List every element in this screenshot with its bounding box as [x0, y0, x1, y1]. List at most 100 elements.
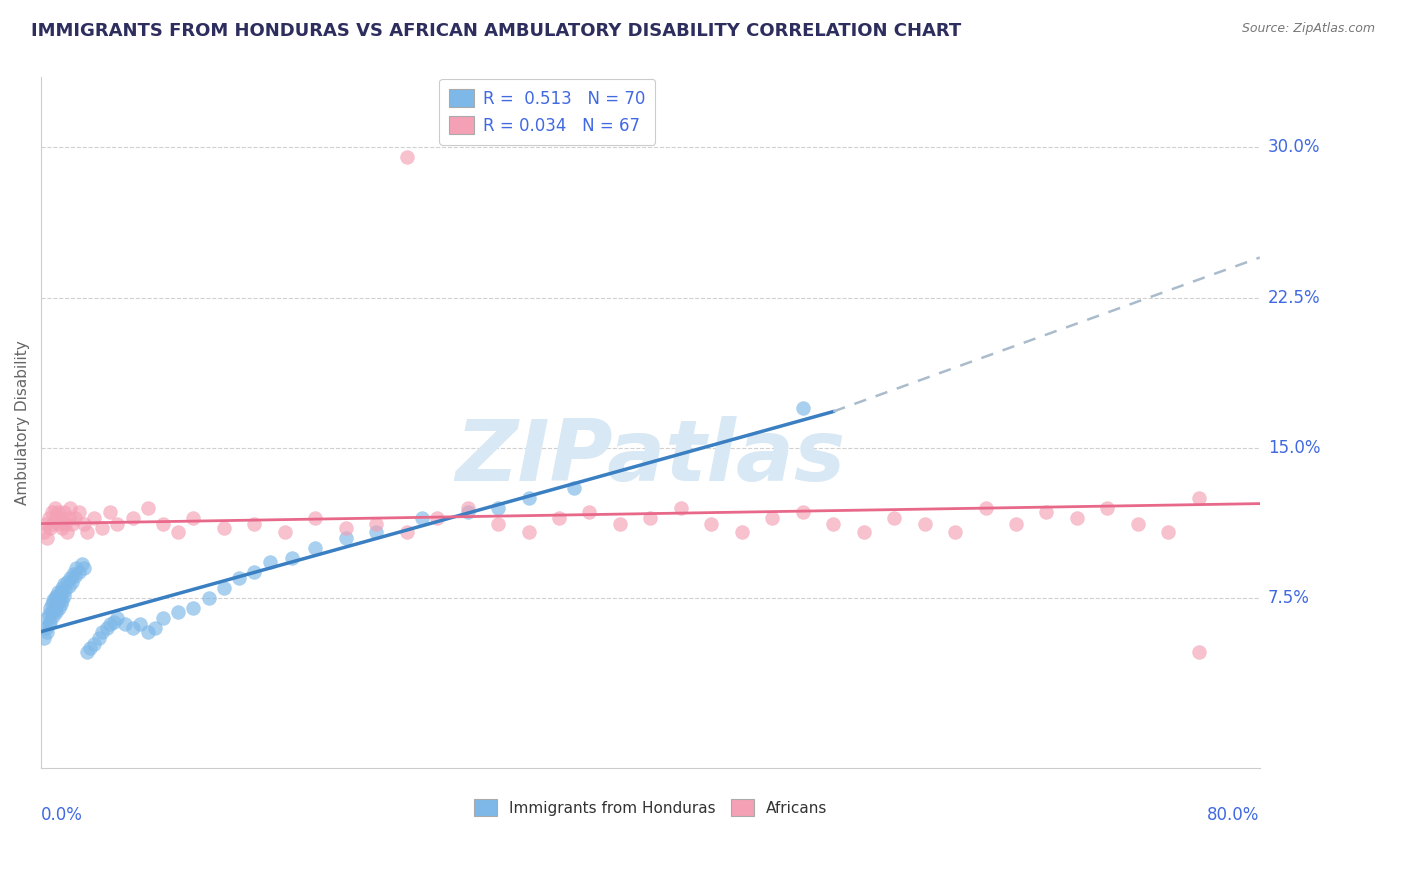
Text: IMMIGRANTS FROM HONDURAS VS AFRICAN AMBULATORY DISABILITY CORRELATION CHART: IMMIGRANTS FROM HONDURAS VS AFRICAN AMBU… [31, 22, 962, 40]
Point [55, 516, 77, 531]
Point [457, 500, 479, 515]
Point [1066, 510, 1088, 524]
Point [517, 491, 540, 505]
Point [38, 616, 60, 631]
Point [45, 510, 67, 524]
Point [335, 531, 357, 545]
Point [609, 516, 631, 531]
Point [37, 624, 59, 639]
Point [59, 500, 82, 515]
Point [640, 510, 662, 524]
Point [121, 621, 143, 635]
Point [39, 600, 62, 615]
Point [183, 600, 205, 615]
Point [914, 516, 936, 531]
Point [1035, 505, 1057, 519]
Point [411, 510, 433, 524]
Point [73, 560, 96, 574]
Point [167, 524, 190, 539]
Point [395, 524, 418, 539]
Point [87, 631, 110, 645]
Point [152, 516, 174, 531]
Point [52, 589, 75, 603]
Point [105, 516, 128, 531]
Point [42, 608, 65, 623]
Point [56, 524, 79, 539]
Point [183, 510, 205, 524]
Point [243, 516, 266, 531]
Point [48, 600, 70, 615]
Point [304, 541, 326, 555]
Point [51, 592, 73, 607]
Point [517, 524, 540, 539]
Text: 30.0%: 30.0% [1268, 138, 1320, 156]
Point [259, 555, 281, 569]
Text: 15.0%: 15.0% [1268, 439, 1320, 457]
Point [39, 520, 62, 534]
Point [37, 531, 59, 545]
Point [76, 645, 98, 659]
Point [562, 481, 585, 495]
Point [1188, 491, 1211, 505]
Point [45, 605, 67, 619]
Point [44, 500, 66, 515]
Text: ZIPatlas: ZIPatlas [456, 416, 845, 499]
Point [197, 591, 219, 605]
Point [73, 516, 96, 531]
Point [70, 557, 93, 571]
Point [46, 584, 69, 599]
Point [49, 584, 72, 599]
Point [1005, 516, 1028, 531]
Point [457, 505, 479, 519]
Y-axis label: Ambulatory Disability: Ambulatory Disability [15, 340, 30, 505]
Point [65, 560, 87, 574]
Point [63, 510, 86, 524]
Point [55, 582, 77, 597]
Point [91, 520, 114, 534]
Point [67, 565, 90, 579]
Point [943, 524, 966, 539]
Point [67, 505, 90, 519]
Point [58, 510, 80, 524]
Point [274, 524, 297, 539]
Point [228, 571, 250, 585]
Point [32, 524, 55, 539]
Point [136, 500, 159, 515]
Point [98, 505, 121, 519]
Point [852, 524, 875, 539]
Point [281, 550, 304, 565]
Point [51, 520, 73, 534]
Point [63, 568, 86, 582]
Point [823, 516, 845, 531]
Point [167, 605, 190, 619]
Text: 22.5%: 22.5% [1268, 288, 1320, 307]
Point [44, 591, 66, 605]
Point [103, 615, 125, 629]
Point [83, 510, 105, 524]
Point [143, 621, 166, 635]
Point [1126, 516, 1149, 531]
Point [129, 616, 152, 631]
Text: 7.5%: 7.5% [1268, 589, 1310, 607]
Point [48, 591, 70, 605]
Point [114, 616, 136, 631]
Point [792, 401, 814, 415]
Point [98, 616, 121, 631]
Point [38, 607, 60, 621]
Point [121, 510, 143, 524]
Point [58, 579, 80, 593]
Point [41, 597, 63, 611]
Point [49, 510, 72, 524]
Point [52, 505, 75, 519]
Point [700, 516, 723, 531]
Point [42, 592, 65, 607]
Point [486, 516, 509, 531]
Point [426, 510, 449, 524]
Text: Source: ZipAtlas.com: Source: ZipAtlas.com [1241, 22, 1375, 36]
Point [60, 516, 83, 531]
Point [152, 610, 174, 624]
Point [486, 500, 509, 515]
Point [243, 565, 266, 579]
Point [45, 599, 67, 613]
Point [59, 571, 82, 585]
